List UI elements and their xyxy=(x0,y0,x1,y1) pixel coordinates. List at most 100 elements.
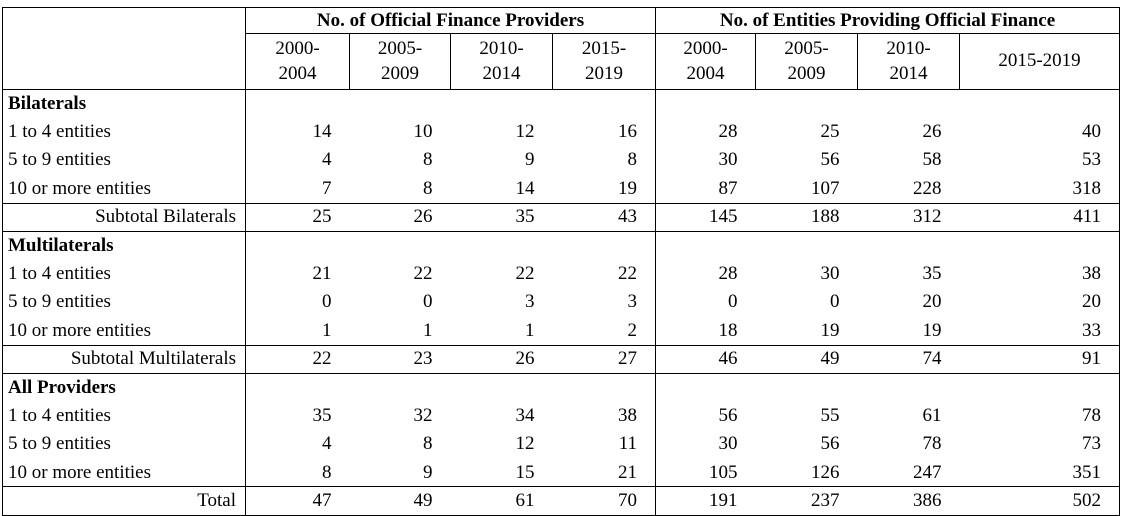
value-cell: 237 xyxy=(755,486,858,516)
value-cell: 78 xyxy=(922,433,942,455)
value-cell xyxy=(656,373,756,401)
row-label: 1 to 4 entities xyxy=(2,401,246,431)
row-label: All Providers xyxy=(2,373,246,402)
value-cell: 56 xyxy=(820,149,840,171)
value-cell: 43 xyxy=(552,202,656,232)
value-cell xyxy=(451,231,553,259)
value-cell: 30 xyxy=(718,433,738,455)
value-cell: 55 xyxy=(820,404,840,426)
value-cell: 1 xyxy=(423,319,433,341)
table-row-section: Bilaterals xyxy=(2,89,1120,118)
value-cell: 35 xyxy=(450,202,553,232)
value-cell xyxy=(656,90,756,118)
row-label: 10 or more entities xyxy=(2,316,246,346)
period-header: 2000- 2004 xyxy=(655,33,756,90)
period-header: 2000- 2004 xyxy=(245,33,350,90)
value-cell: 25 xyxy=(245,202,350,232)
value-cell: 73 xyxy=(1082,433,1101,455)
value-cell: 30 xyxy=(820,263,840,285)
table-body: Bilaterals 1 to 4 entities 14 10 12 16 28 25 26 4… xyxy=(2,89,1120,516)
period-header: 2005- 2009 xyxy=(755,33,858,90)
value-cell: 12 xyxy=(515,433,535,455)
group-header-providers: No. of Official Finance Providers xyxy=(245,7,656,34)
value-cell xyxy=(246,90,350,118)
value-cell: 15 xyxy=(515,461,535,483)
value-cell: 12 xyxy=(515,121,535,143)
value-cell: 8 xyxy=(423,433,433,455)
value-cell: 35 xyxy=(312,404,332,426)
value-cell: 8 xyxy=(552,146,656,175)
value-cell: 10 xyxy=(413,121,433,143)
value-cell: 87 xyxy=(718,177,738,199)
value-cell: 22 xyxy=(515,263,535,285)
period-header: 2005- 2009 xyxy=(349,33,451,90)
value-cell: 33 xyxy=(1082,319,1101,341)
value-cell: 8 xyxy=(322,461,332,483)
value-cell: 70 xyxy=(552,486,656,516)
value-cell: 23 xyxy=(349,344,451,374)
value-cell: 28 xyxy=(718,263,738,285)
value-cell: 8 xyxy=(423,177,433,199)
row-label: 5 to 9 entities xyxy=(2,146,246,175)
value-cell: 78 xyxy=(1082,404,1101,426)
value-cell xyxy=(756,373,858,401)
value-cell xyxy=(756,231,858,259)
value-cell: 312 xyxy=(857,202,960,232)
value-cell: 22 xyxy=(552,259,656,289)
table-row-data: 1 to 4 entities 14 10 12 16 28 25 26 40 xyxy=(2,117,1120,147)
value-cell: 58 xyxy=(922,149,942,171)
value-cell: 318 xyxy=(1072,177,1102,199)
value-cell: 4 xyxy=(322,149,332,171)
value-cell: 22 xyxy=(413,263,433,285)
value-cell: 30 xyxy=(718,149,738,171)
row-label: 5 to 9 entities xyxy=(2,288,246,317)
table-row-subtotal: Total 47 49 61 70 191 237 386 502 xyxy=(2,486,1120,516)
table-row-data: 1 to 4 entities 21 22 22 22 28 30 35 38 xyxy=(2,259,1120,289)
group-header-entities: No. of Entities Providing Official Finan… xyxy=(655,7,1120,34)
value-cell: 4 xyxy=(322,433,332,455)
period-header: 2015-2019 xyxy=(959,33,1120,90)
value-cell: 61 xyxy=(922,404,942,426)
period-header: 2010- 2014 xyxy=(857,33,960,90)
value-cell xyxy=(858,373,960,401)
table-row-data: 10 or more entities 1 1 1 2 18 19 19 33 xyxy=(2,316,1120,346)
value-cell: 46 xyxy=(655,344,756,374)
value-cell xyxy=(858,90,960,118)
table-row-data: 10 or more entities 7 8 14 19 87 107 228 318 xyxy=(2,174,1120,204)
value-cell: 0 xyxy=(830,291,840,313)
value-cell: 91 xyxy=(959,344,1120,374)
value-cell: 9 xyxy=(423,461,433,483)
period-header-row: 2000- 2004 2005- 2009 2010- 2014 2015- 2… xyxy=(3,33,1120,90)
value-cell: 0 xyxy=(728,291,738,313)
value-cell: 56 xyxy=(718,404,738,426)
value-cell xyxy=(246,231,350,259)
table-row-section: All Providers xyxy=(2,373,1120,402)
value-cell: 40 xyxy=(1082,121,1101,143)
period-header: 2015- 2019 xyxy=(552,33,656,90)
corner-cell xyxy=(2,7,246,90)
row-label: Total xyxy=(2,486,246,516)
value-cell: 386 xyxy=(857,486,960,516)
value-cell: 19 xyxy=(922,319,942,341)
value-cell: 3 xyxy=(525,291,535,313)
row-label: 10 or more entities xyxy=(2,458,246,487)
value-cell: 19 xyxy=(820,319,840,341)
value-cell: 19 xyxy=(552,174,656,204)
row-label: 10 or more entities xyxy=(2,174,246,204)
value-cell: 126 xyxy=(811,461,840,483)
value-cell: 38 xyxy=(1082,263,1101,285)
value-cell xyxy=(350,373,451,401)
period-header: 2010- 2014 xyxy=(450,33,553,90)
value-cell: 2 xyxy=(552,316,656,346)
row-label: Multilaterals xyxy=(2,231,246,260)
value-cell: 26 xyxy=(922,121,942,143)
table-row-section: Multilaterals xyxy=(2,231,1120,260)
value-cell: 228 xyxy=(913,177,942,199)
value-cell: 20 xyxy=(922,291,942,313)
value-cell xyxy=(451,373,553,401)
value-cell: 56 xyxy=(820,433,840,455)
value-cell: 247 xyxy=(913,461,942,483)
value-cell: 25 xyxy=(820,121,840,143)
value-cell: 3 xyxy=(552,288,656,317)
